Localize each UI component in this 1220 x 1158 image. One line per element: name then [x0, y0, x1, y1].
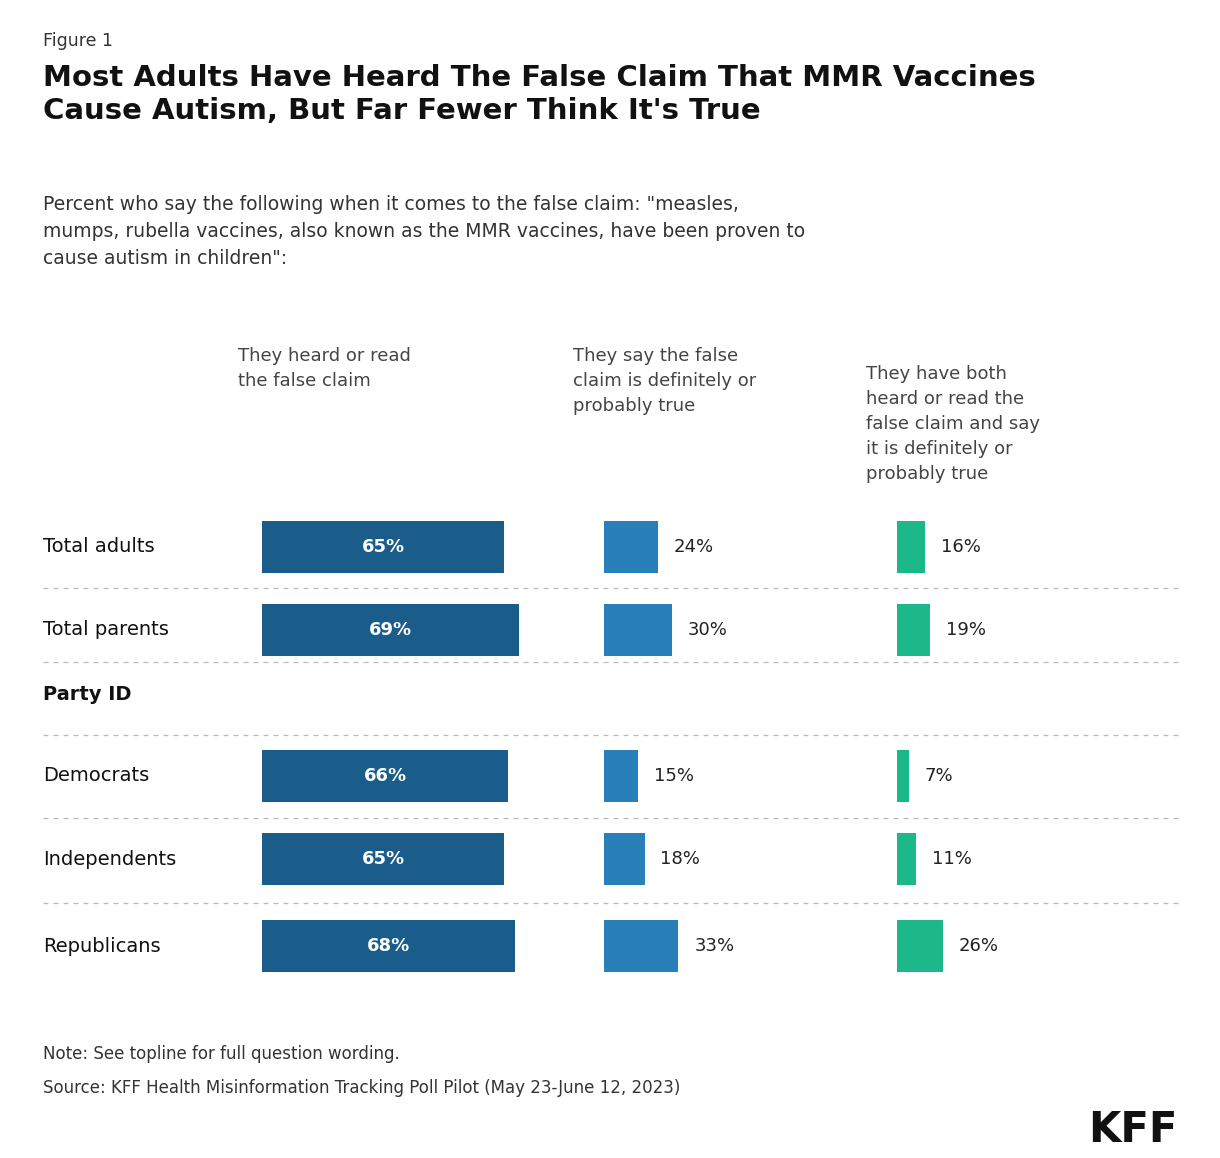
Text: 65%: 65%	[361, 850, 405, 868]
Bar	[897, 834, 916, 885]
Bar	[897, 604, 931, 655]
Text: They say the false
claim is definitely or
probably true: They say the false claim is definitely o…	[573, 347, 756, 416]
Bar	[262, 750, 508, 801]
Bar	[604, 834, 644, 885]
Bar	[897, 919, 943, 973]
Text: 18%: 18%	[660, 850, 700, 868]
Bar	[604, 919, 678, 973]
Bar	[262, 834, 504, 885]
Bar	[262, 521, 504, 573]
Text: 33%: 33%	[694, 937, 734, 955]
Text: 15%: 15%	[654, 767, 694, 785]
Text: 19%: 19%	[947, 621, 986, 639]
Bar	[604, 521, 658, 573]
Bar	[604, 750, 638, 801]
Text: Percent who say the following when it comes to the false claim: "measles,
mumps,: Percent who say the following when it co…	[43, 195, 805, 267]
Text: Most Adults Have Heard The False Claim That MMR Vaccines
Cause Autism, But Far F: Most Adults Have Heard The False Claim T…	[43, 64, 1036, 125]
Bar	[262, 919, 515, 973]
Bar	[897, 521, 925, 573]
Bar	[604, 604, 671, 655]
Text: 65%: 65%	[361, 537, 405, 556]
Text: Figure 1: Figure 1	[43, 32, 112, 51]
Text: Source: KFF Health Misinformation Tracking Poll Pilot (May 23-June 12, 2023): Source: KFF Health Misinformation Tracki…	[43, 1079, 680, 1098]
Text: They heard or read
the false claim: They heard or read the false claim	[238, 347, 411, 390]
Text: 30%: 30%	[688, 621, 727, 639]
Bar	[262, 604, 518, 655]
Text: 24%: 24%	[673, 537, 714, 556]
Text: 11%: 11%	[932, 850, 972, 868]
Text: 26%: 26%	[959, 937, 998, 955]
Text: Democrats: Democrats	[43, 767, 149, 785]
Bar	[897, 750, 909, 801]
Text: 66%: 66%	[364, 767, 406, 785]
Text: 68%: 68%	[367, 937, 410, 955]
Text: 16%: 16%	[941, 537, 981, 556]
Text: Republicans: Republicans	[43, 937, 160, 955]
Text: Note: See topline for full question wording.: Note: See topline for full question word…	[43, 1045, 399, 1063]
Text: Total parents: Total parents	[43, 621, 168, 639]
Text: 7%: 7%	[925, 767, 954, 785]
Text: Total adults: Total adults	[43, 537, 154, 556]
Text: Party ID: Party ID	[43, 686, 132, 704]
Text: 69%: 69%	[370, 621, 412, 639]
Text: Independents: Independents	[43, 850, 176, 868]
Text: KFF: KFF	[1088, 1109, 1177, 1151]
Text: They have both
heard or read the
false claim and say
it is definitely or
probabl: They have both heard or read the false c…	[866, 365, 1041, 483]
